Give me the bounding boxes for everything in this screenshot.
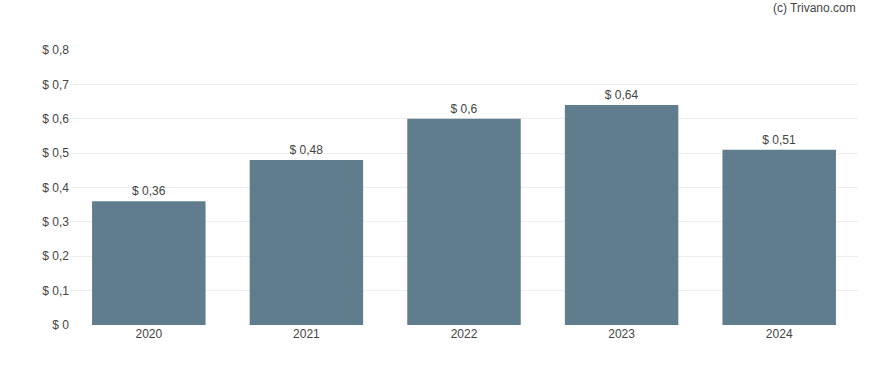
- svg-text:$ 0,64: $ 0,64: [605, 88, 639, 102]
- svg-text:$ 0: $ 0: [52, 318, 69, 332]
- svg-text:$ 0,36: $ 0,36: [132, 184, 166, 198]
- svg-text:$ 0,3: $ 0,3: [42, 215, 69, 229]
- svg-text:2024: 2024: [766, 327, 793, 341]
- svg-text:2023: 2023: [608, 327, 635, 341]
- svg-text:$ 0,6: $ 0,6: [450, 102, 477, 116]
- svg-text:$ 0,7: $ 0,7: [42, 78, 69, 92]
- svg-text:2021: 2021: [293, 327, 320, 341]
- svg-text:2022: 2022: [451, 327, 478, 341]
- svg-text:2020: 2020: [135, 327, 162, 341]
- svg-text:$ 0,48: $ 0,48: [290, 143, 324, 157]
- svg-text:(c) Trivano.com: (c) Trivano.com: [773, 1, 856, 15]
- svg-text:$ 0,6: $ 0,6: [42, 112, 69, 126]
- svg-text:$ 0,4: $ 0,4: [42, 181, 69, 195]
- svg-text:$ 0,2: $ 0,2: [42, 249, 69, 263]
- svg-text:$ 0,1: $ 0,1: [42, 284, 69, 298]
- svg-text:$ 0,8: $ 0,8: [42, 43, 69, 57]
- svg-text:$ 0,51: $ 0,51: [762, 133, 796, 147]
- svg-text:$ 0,5: $ 0,5: [42, 146, 69, 160]
